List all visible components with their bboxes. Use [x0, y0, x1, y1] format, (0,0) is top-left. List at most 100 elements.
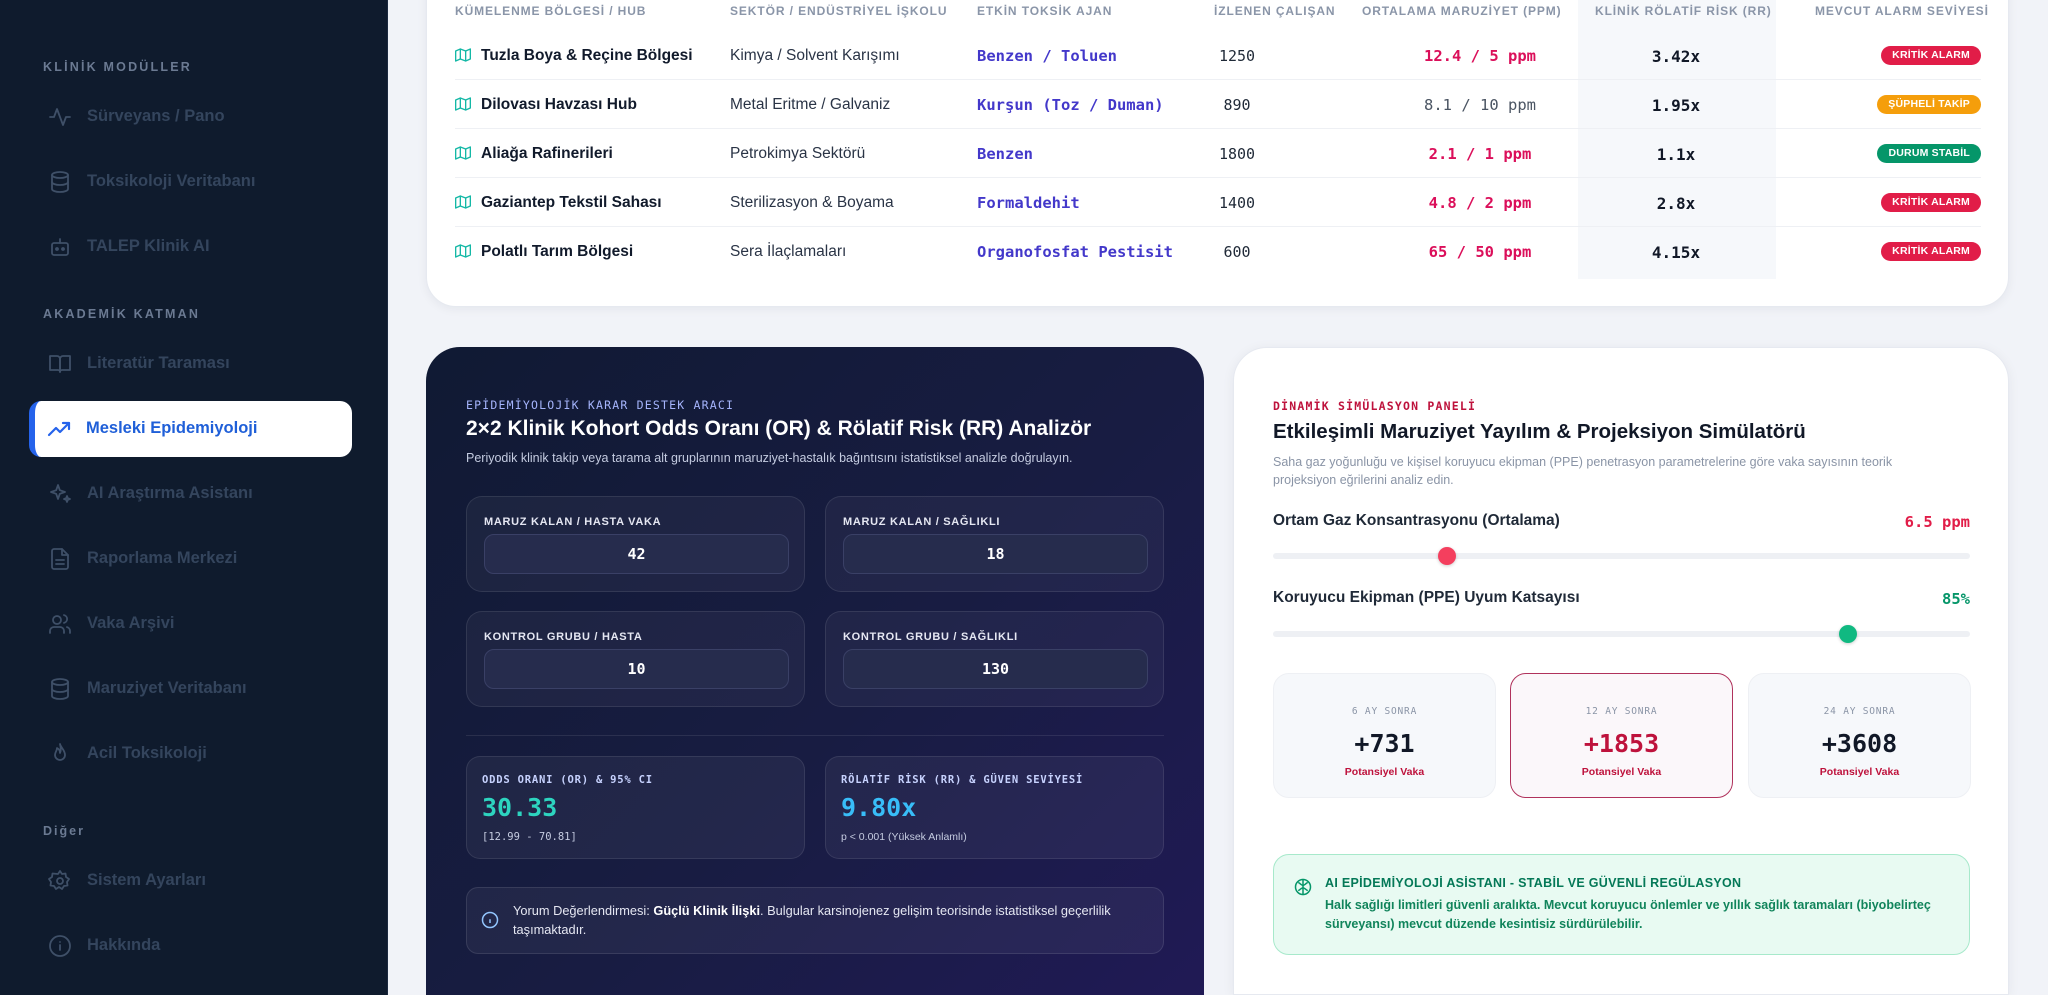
sidebar-item-raporlama[interactable]: Raporlama Merkezi [30, 531, 353, 587]
database-icon [48, 677, 72, 701]
gas-concentration-slider[interactable] [1273, 547, 1970, 565]
slider-thumb[interactable] [1839, 625, 1858, 643]
input-group-exposed-healthy: MARUZ KALAN / SAĞLIKLI 18 [825, 496, 1164, 592]
table-row[interactable]: Polatlı Tarım Bölgesi Sera İlaçlamaları Or… [455, 227, 1981, 276]
result-label: RÖLATİF RİSK (RR) & GÜVEN SEVİYESİ [841, 774, 1084, 786]
exposure-level: 8.1 / 10 ppm [1424, 96, 1536, 114]
alarm-badge: KRİTİK ALARM [1881, 46, 1981, 65]
alarm-badge: ŞÜPHELİ TAKİP [1877, 95, 1981, 114]
relative-risk-value: 9.80x [841, 793, 917, 822]
table-row[interactable]: Aliağa Rafinerileri Petrokimya Sektörü Ben… [455, 129, 1981, 178]
sidebar-item-label: Mesleki Epidemiyoloji [86, 419, 258, 437]
sidebar-item-label: Acil Toksikoloji [87, 744, 207, 762]
sidebar-item-maruziyet[interactable]: Maruziyet Veritabanı [30, 661, 353, 717]
sidebar-item-toksikoloji[interactable]: Toksikoloji Veritabanı [30, 154, 353, 210]
significance-note: p < 0.001 (Yüksek Anlamlı) [841, 831, 967, 843]
relative-risk: 4.15x [1651, 243, 1701, 262]
map-icon [455, 145, 471, 161]
bot-icon [48, 235, 72, 259]
exposure-level: 65 / 50 ppm [1428, 243, 1532, 261]
input-group-control-healthy: KONTROL GRUBU / SAĞLIKLI 130 [825, 611, 1164, 707]
sidebar-section-title: AKADEMİK KATMAN [43, 307, 201, 321]
table-header: ETKİN TOKSİK AJAN [977, 4, 1113, 18]
flame-icon [48, 742, 72, 766]
input-label: KONTROL GRUBU / SAĞLIKLI [843, 631, 1018, 643]
exposure-level: 2.1 / 1 ppm [1428, 145, 1532, 163]
sidebar-item-label: Hakkında [87, 936, 161, 954]
projection-24-months: 24 AY SONRA +3608 Potansiyel Vaka [1748, 673, 1971, 798]
ppe-compliance-slider[interactable] [1273, 625, 1970, 643]
trending-up-icon [47, 417, 71, 441]
table-row[interactable]: Tuzla Boya & Reçine Bölgesi Kimya / Solve… [455, 31, 1981, 80]
interpretation-note: Yorum Değerlendirmesi: Güçlü Klinik İliş… [466, 887, 1164, 954]
hub-name: Dilovası Havzası Hub [481, 96, 637, 113]
gear-icon [48, 869, 72, 893]
input-label: MARUZ KALAN / SAĞLIKLI [843, 516, 1001, 528]
worker-count: 1250 [1218, 47, 1256, 65]
control-case-input[interactable]: 10 [484, 649, 789, 689]
sidebar-item-surveyans[interactable]: Sürveyans / Pano [30, 89, 353, 145]
projection-caption: Potansiyel Vaka [1344, 766, 1425, 778]
alarm-badge: KRİTİK ALARM [1881, 242, 1981, 261]
table-row[interactable]: Dilovası Havzası Hub Metal Eritme / Galva… [455, 80, 1981, 129]
table-header: İZLENEN ÇALIŞAN [1214, 4, 1336, 18]
database-icon [48, 170, 72, 194]
table-row[interactable]: Gaziantep Tekstil Sahası Sterilizasyon & … [455, 178, 1981, 227]
sidebar: KLİNİK MODÜLLER Sürveyans / Pano Toksiko… [0, 0, 388, 995]
exposed-case-input[interactable]: 42 [484, 534, 789, 574]
table-header: MEVCUT ALARM SEVİYESİ [1815, 4, 1989, 18]
relative-risk: 1.95x [1651, 96, 1701, 115]
sector: Petrokimya Sektörü [730, 145, 866, 162]
sidebar-item-vaka-arsivi[interactable]: Vaka Arşivi [30, 596, 353, 652]
projection-6-months: 6 AY SONRA +731 Potansiyel Vaka [1273, 673, 1496, 798]
table-header: KLİNİK RÖLATİF RİSK (RR) [1595, 4, 1772, 18]
result-label: ODDS ORANI (OR) & 95% CI [482, 774, 653, 786]
input-label: MARUZ KALAN / HASTA VAKA [484, 516, 662, 528]
divider [466, 735, 1164, 736]
input-label: KONTROL GRUBU / HASTA [484, 631, 643, 643]
control-healthy-input[interactable]: 130 [843, 649, 1148, 689]
toxic-agent: Kurşun (Toz / Duman) [977, 96, 1164, 114]
interpretation-text: Yorum Değerlendirmesi: Güçlü Klinik İliş… [513, 901, 1133, 939]
slider-thumb[interactable] [1438, 547, 1457, 565]
projection-value: +731 [1354, 729, 1415, 758]
sidebar-item-label: Toksikoloji Veritabanı [87, 172, 256, 190]
toxic-agent: Organofosfat Pestisit [977, 243, 1173, 261]
hub-name: Gaziantep Tekstil Sahası [481, 194, 662, 211]
sidebar-item-talep-ai[interactable]: TALEP Klinik AI [30, 219, 353, 275]
hub-name: Tuzla Boya & Reçine Bölgesi [481, 47, 693, 64]
sector: Sterilizasyon & Boyama [730, 194, 894, 211]
sidebar-item-label: Literatür Taraması [87, 354, 230, 372]
info-icon [481, 911, 499, 929]
sidebar-item-literatur[interactable]: Literatür Taraması [30, 336, 353, 392]
alarm-badge: KRİTİK ALARM [1881, 193, 1981, 212]
info-icon [48, 934, 72, 958]
card-kicker: DİNAMİK SİMÜLASYON PANELİ [1273, 399, 1477, 413]
sidebar-item-sistem-ayarlari[interactable]: Sistem Ayarları [30, 853, 353, 909]
sidebar-item-acil-toksikoloji[interactable]: Acil Toksikoloji [30, 726, 353, 782]
card-subtitle: Saha gaz yoğunluğu ve kişisel koruyucu e… [1273, 455, 1893, 487]
odds-ratio-value: 30.33 [482, 793, 558, 822]
relative-risk: 3.42x [1651, 47, 1701, 66]
worker-count: 1800 [1218, 145, 1256, 163]
projection-12-months: 12 AY SONRA +1853 Potansiyel Vaka [1510, 673, 1733, 798]
relative-risk: 1.1x [1656, 145, 1696, 164]
sidebar-item-hakkinda[interactable]: Hakkında [30, 918, 353, 974]
toxic-agent: Benzen [977, 145, 1033, 163]
ai-assistant-heading: AI EPİDEMİYOLOJİ ASİSTANI - STABİL VE GÜ… [1325, 876, 1742, 890]
odds-ratio-result: ODDS ORANI (OR) & 95% CI 30.33 [12.99 - … [466, 756, 805, 859]
sector: Metal Eritme / Galvaniz [730, 96, 891, 113]
sidebar-item-mesleki-epidemiyoloji[interactable]: Mesleki Epidemiyoloji [29, 401, 352, 457]
interpretation-detail: . Bulgular karsinojenez gelişim teorisin… [513, 903, 1111, 937]
worker-count: 1400 [1218, 194, 1256, 212]
hub-name: Polatlı Tarım Bölgesi [481, 243, 634, 260]
sidebar-item-ai-arastirma[interactable]: AI Araştırma Asistanı [30, 466, 353, 522]
or-rr-analyzer-card: EPİDEMİYOLOJİK KARAR DESTEK ARACI 2×2 Kl… [426, 347, 1204, 995]
input-group-control-case: KONTROL GRUBU / HASTA 10 [466, 611, 805, 707]
file-text-icon [48, 547, 72, 571]
confidence-interval: [12.99 - 70.81] [482, 831, 577, 843]
rr-column-highlight [1578, 0, 1776, 279]
exposed-healthy-input[interactable]: 18 [843, 534, 1148, 574]
activity-icon [48, 105, 72, 129]
